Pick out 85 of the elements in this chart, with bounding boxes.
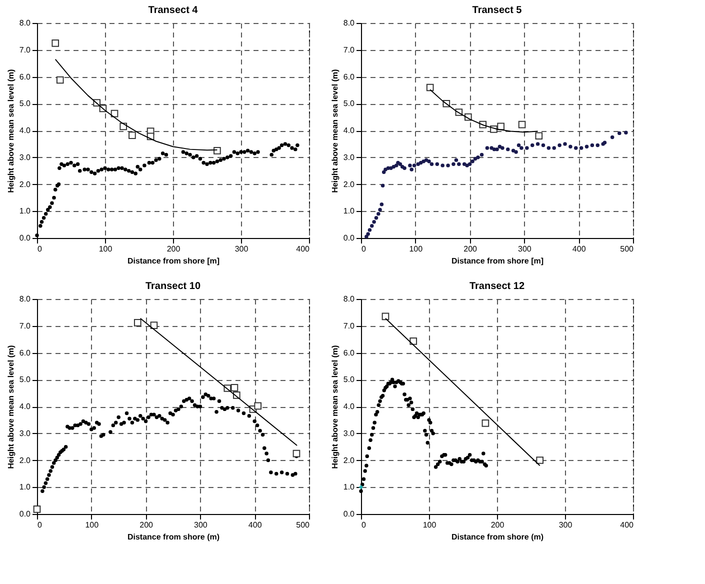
y-tick-label: 6.0 xyxy=(19,72,32,82)
y-tick-label: 7.0 xyxy=(343,45,356,54)
point xyxy=(254,402,262,410)
y-tick-label: 3.0 xyxy=(19,152,32,162)
point xyxy=(410,338,418,345)
y-tick-label: 8.0 xyxy=(19,18,32,28)
y-axis-title: Height above mean sea level (m) xyxy=(6,68,16,193)
y-tick-label: 1.0 xyxy=(19,482,32,492)
x-tick-label: 200 xyxy=(140,520,154,530)
y-tick-label: 1.0 xyxy=(343,206,356,216)
y-tick-label: 2.0 xyxy=(19,180,32,189)
x-tick-label: 0 xyxy=(38,520,42,530)
x-axis-title: Distance from shore [m] xyxy=(127,256,220,266)
x-tick-label: 100 xyxy=(98,244,113,254)
y-tick-label: 8.0 xyxy=(19,294,32,304)
y-tick-label: 7.0 xyxy=(19,45,32,54)
y-axis-title: Height above mean sea level (m) xyxy=(330,68,340,193)
x-axis-title: Distance from shore (m) xyxy=(451,532,544,542)
x-tick-label: 0 xyxy=(362,244,366,254)
y-tick-label: 7.0 xyxy=(19,321,32,330)
point xyxy=(536,456,544,464)
y-tick-label: 4.0 xyxy=(19,402,32,411)
point xyxy=(150,322,158,329)
point xyxy=(214,146,221,154)
x-tick-label: 400 xyxy=(620,520,634,530)
y-tick-label: 8.0 xyxy=(343,18,356,28)
x-tick-label: 300 xyxy=(194,520,208,530)
x-tick-label: 500 xyxy=(620,244,634,254)
y-tick-label: 6.0 xyxy=(19,348,32,358)
y-tick-label: 1.0 xyxy=(343,482,356,492)
y-tick-label: 1.0 xyxy=(19,206,32,216)
y-tick-label: 0.0 xyxy=(19,510,32,518)
point xyxy=(230,384,238,392)
chart-title: Transect 4 xyxy=(148,5,198,16)
x-axis-title: Distance from shore (m) xyxy=(127,532,220,542)
point xyxy=(134,318,142,326)
y-tick-label: 6.0 xyxy=(343,72,356,82)
y-tick-label: 0.0 xyxy=(19,234,32,242)
point xyxy=(292,450,300,458)
y-tick-label: 4.0 xyxy=(19,126,32,135)
y-tick-label: 8.0 xyxy=(343,294,356,304)
point xyxy=(518,120,526,128)
x-tick-label: 500 xyxy=(296,520,310,530)
y-tick-label: 6.0 xyxy=(343,348,356,358)
chart-title: Transect 10 xyxy=(145,281,201,292)
x-tick-label: 100 xyxy=(409,244,424,254)
y-tick-label: 2.0 xyxy=(343,456,356,465)
x-tick-label: 400 xyxy=(572,244,586,254)
y-tick-label: 3.0 xyxy=(343,152,356,162)
x-tick-label: 200 xyxy=(464,244,478,254)
point xyxy=(52,39,60,47)
point xyxy=(426,84,434,92)
point xyxy=(56,76,64,84)
y-axis-title: Height above mean sea level (m) xyxy=(6,344,16,469)
y-tick-label: 0.0 xyxy=(343,510,356,518)
x-tick-label: 100 xyxy=(422,520,437,530)
x-axis-title: Distance from shore [m] xyxy=(451,256,544,266)
y-tick-label: 5.0 xyxy=(343,375,356,384)
x-tick-label: 400 xyxy=(296,244,310,254)
y-tick-label: 5.0 xyxy=(343,99,356,108)
y-tick-label: 3.0 xyxy=(19,428,32,438)
y-tick-label: 0.0 xyxy=(343,234,356,242)
y-tick-label: 7.0 xyxy=(343,321,356,330)
x-tick-label: 0 xyxy=(38,244,42,254)
x-tick-label: 100 xyxy=(85,520,100,530)
y-tick-label: 5.0 xyxy=(19,375,32,384)
x-tick-label: 300 xyxy=(558,520,573,530)
point xyxy=(482,420,490,427)
x-tick-label: 200 xyxy=(166,244,181,254)
x-tick-label: 400 xyxy=(248,520,262,530)
y-tick-label: 4.0 xyxy=(343,402,356,411)
y-axis-title: Height above mean sea level (m) xyxy=(330,344,340,469)
x-tick-label: 300 xyxy=(234,244,249,254)
x-tick-label: 300 xyxy=(518,244,532,254)
chart-title: Transect 12 xyxy=(469,281,525,292)
point xyxy=(535,132,543,140)
chart-title: Transect 5 xyxy=(472,5,522,16)
y-tick-label: 2.0 xyxy=(19,456,32,465)
y-tick-label: 2.0 xyxy=(343,180,356,189)
point xyxy=(128,132,136,139)
y-tick-label: 5.0 xyxy=(19,99,32,108)
x-tick-label: 0 xyxy=(362,520,366,530)
y-tick-label: 3.0 xyxy=(343,428,356,438)
x-tick-label: 200 xyxy=(490,520,505,530)
y-tick-label: 4.0 xyxy=(343,126,356,135)
